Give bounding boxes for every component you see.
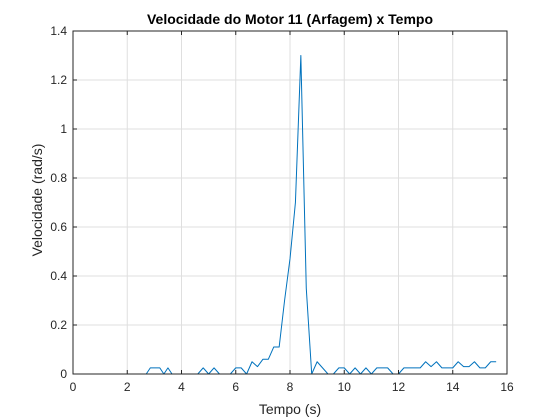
data-point [496,361,497,362]
x-tick-label: 10 [338,380,352,394]
data-point [463,366,464,367]
x-tick-label: 0 [70,380,77,394]
data-point [154,367,155,368]
data-point [203,367,204,368]
data-point [322,367,323,368]
data-point [257,366,258,367]
data-point [317,361,318,362]
data-point [213,367,214,368]
data-point [425,361,426,362]
x-axis-label: Tempo (s) [259,401,321,417]
data-point [430,366,431,367]
series-line [73,55,497,375]
data-series [73,55,497,375]
data-point [365,367,366,368]
data-point [338,367,339,368]
data-point [403,367,404,368]
data-point [414,367,415,368]
data-point [268,359,269,360]
data-point [490,361,491,362]
data-point [300,55,301,56]
data-point [447,367,448,368]
chart-title: Velocidade do Motor 11 (Arfagem) x Tempo [147,11,433,27]
data-point [167,367,168,368]
data-point [436,361,437,362]
data-point [295,202,296,203]
x-tick-label: 6 [232,380,239,394]
data-point [382,367,383,368]
x-tick-label: 14 [446,380,460,394]
data-point [150,367,151,368]
data-point [452,367,453,368]
y-tick-label: 0.6 [50,220,67,234]
data-point [420,367,421,368]
data-point [306,288,307,289]
data-point [262,359,263,360]
y-tick-label: 0 [60,367,67,381]
data-point [235,367,236,368]
data-point [387,367,388,368]
data-point [485,367,486,368]
x-tick-label: 4 [178,380,185,394]
data-point [159,367,160,368]
data-point [458,361,459,362]
x-tick-label: 12 [392,380,406,394]
data-point [279,346,280,347]
data-point [409,367,410,368]
axis-ticks: 0 2 4 6 8 10 12 14 16 0 0.2 0.4 0.6 0.8 1 1.2 1.4 [50,24,514,394]
data-point [355,367,356,368]
data-point [344,367,345,368]
data-point [289,258,290,259]
y-tick-label: 1.4 [50,24,67,38]
x-tick-label: 8 [287,380,294,394]
data-point [376,367,377,368]
y-tick-label: 0.4 [50,269,67,283]
data-point [468,366,469,367]
data-point [441,367,442,368]
x-tick-label: 2 [124,380,131,394]
data-point [284,300,285,301]
y-tick-label: 1 [60,122,67,136]
data-point [273,346,274,347]
data-point [241,367,242,368]
data-point [251,361,252,362]
y-axis-label: Velocidade (rad/s) [29,144,45,257]
y-tick-label: 1.2 [50,73,67,87]
x-tick-label: 16 [500,380,514,394]
y-tick-label: 0.2 [50,318,67,332]
data-point [474,361,475,362]
y-tick-label: 0.8 [50,171,67,185]
data-point [479,367,480,368]
